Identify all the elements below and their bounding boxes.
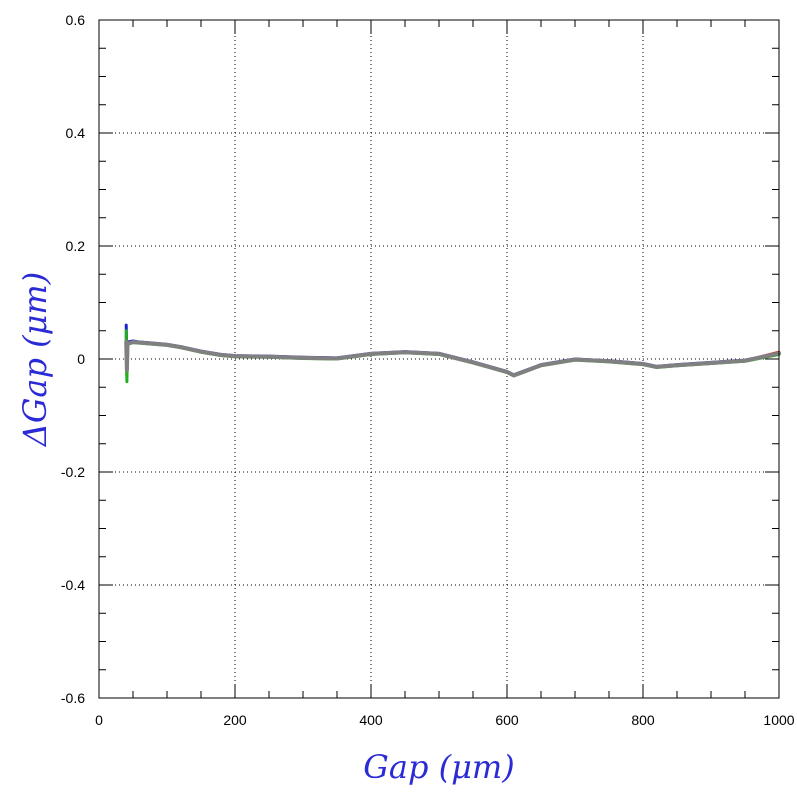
plot-frame <box>98 19 780 699</box>
grid-lines <box>99 20 779 698</box>
x-tick-label: 400 <box>359 712 383 728</box>
x-tick-label: 800 <box>631 712 655 728</box>
series-line-1 <box>124 323 781 377</box>
y-axis-title: ΔGap (μm) <box>16 272 54 449</box>
y-tick-label: -0.2 <box>61 464 85 480</box>
x-tick-label: 200 <box>223 712 247 728</box>
y-tick-label: 0 <box>77 351 85 367</box>
x-tick-label: 600 <box>495 712 519 728</box>
y-tick-label: -0.6 <box>61 690 85 706</box>
y-tick-label: 0.2 <box>66 238 86 254</box>
x-tick-label: 1000 <box>763 712 794 728</box>
y-tick-label: 0.6 <box>66 12 86 28</box>
y-tick-labels: -0.6 -0.4 -0.2 0 0.2 0.4 0.6 <box>61 12 85 706</box>
x-axis-title: Gap (μm) <box>363 748 514 786</box>
y-tick-label: -0.4 <box>61 577 85 593</box>
data-series <box>124 323 781 384</box>
series-line-4 <box>124 340 781 378</box>
y-tick-label: 0.4 <box>66 125 86 141</box>
x-tick-label: 0 <box>95 712 103 728</box>
x-tick-labels: 0 200 400 600 800 1000 <box>95 712 795 728</box>
